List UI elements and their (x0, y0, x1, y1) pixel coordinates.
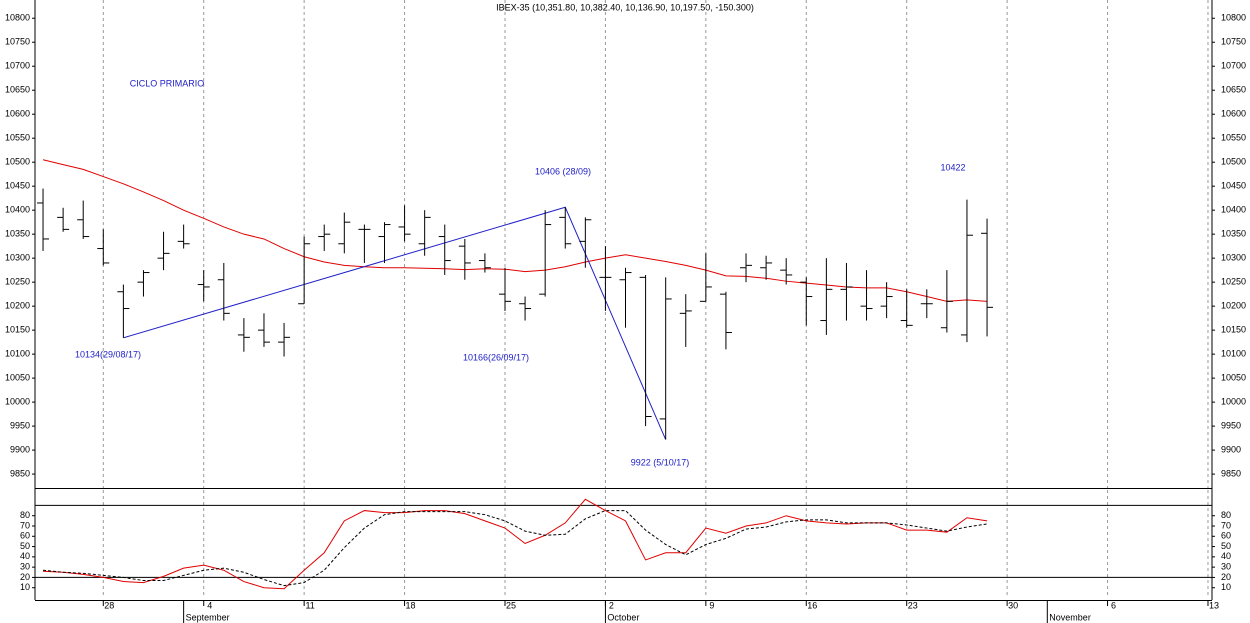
y-tick-label: 9850 (10, 468, 30, 478)
x-tick-label: 4 (207, 600, 212, 610)
x-tick-label: 25 (506, 600, 516, 610)
x-tick-label: 30 (1008, 600, 1018, 610)
x-tick-label: 16 (807, 600, 817, 610)
y-tick-label: 50 (20, 541, 30, 551)
y-tick-label: 10050 (5, 372, 30, 382)
y-tick-label: 20 (20, 572, 30, 582)
y-tick-label-right: 40 (1221, 551, 1231, 561)
month-label: September (186, 612, 230, 622)
y-tick-label-right: 50 (1221, 541, 1231, 551)
y-tick-label: 30 (20, 562, 30, 572)
y-tick-label-right: 10650 (1221, 85, 1246, 95)
y-tick-label: 70 (20, 520, 30, 530)
y-tick-label-right: 10400 (1221, 205, 1246, 215)
series-line (42, 510, 988, 587)
y-tick-label-right: 10050 (1221, 372, 1246, 382)
y-tick-label: 9900 (10, 444, 30, 454)
y-tick-label-right: 20 (1221, 572, 1231, 582)
annotation: CICLO PRIMARIO (130, 78, 205, 88)
y-tick-label-right: 9850 (1221, 468, 1241, 478)
x-tick-label: 28 (104, 600, 114, 610)
y-tick-label-right: 10200 (1221, 301, 1246, 311)
y-tick-label: 10550 (5, 133, 30, 143)
x-tick-label: 2 (609, 600, 614, 610)
y-tick-label-right: 10500 (1221, 157, 1246, 167)
chart-title: IBEX-35 (10,351.80, 10,382.40, 10,136.90… (496, 2, 754, 12)
y-tick-label-right: 80 (1221, 510, 1231, 520)
x-tick-label: 18 (406, 600, 416, 610)
y-tick-label-right: 10 (1221, 582, 1231, 592)
y-tick-label: 10150 (5, 325, 30, 335)
annotation: 10422 (940, 162, 965, 172)
y-tick-label-right: 10600 (1221, 109, 1246, 119)
y-tick-label-right: 10100 (1221, 348, 1246, 358)
y-tick-label: 80 (20, 510, 30, 520)
x-tick-label: 6 (1111, 600, 1116, 610)
y-tick-label-right: 10450 (1221, 181, 1246, 191)
y-tick-label: 10650 (5, 85, 30, 95)
y-tick-label: 10750 (5, 37, 30, 47)
x-tick-label: 13 (1209, 600, 1219, 610)
annotation: 9922 (5/10/17) (631, 457, 690, 467)
y-tick-label: 10000 (5, 396, 30, 406)
y-tick-label: 10 (20, 582, 30, 592)
y-tick-label-right: 10300 (1221, 253, 1246, 263)
x-tick-label: 23 (908, 600, 918, 610)
y-tick-label: 9950 (10, 420, 30, 430)
y-tick-label: 10400 (5, 205, 30, 215)
annotation: 10406 (28/09) (535, 166, 591, 176)
y-tick-label-right: 10000 (1221, 396, 1246, 406)
overlay-line (42, 159, 988, 302)
y-tick-label-right: 9900 (1221, 444, 1241, 454)
y-tick-label: 60 (20, 531, 30, 541)
y-tick-label: 10800 (5, 13, 30, 23)
month-label: October (607, 612, 639, 622)
x-tick-label: 9 (709, 600, 714, 610)
y-tick-label-right: 10550 (1221, 133, 1246, 143)
y-tick-label-right: 10250 (1221, 277, 1246, 287)
y-tick-label-right: 60 (1221, 531, 1231, 541)
annotation: 10166(26/09/17) (463, 352, 529, 362)
y-tick-label: 10700 (5, 61, 30, 71)
y-tick-label: 10250 (5, 277, 30, 287)
y-tick-label-right: 10750 (1221, 37, 1246, 47)
y-tick-label: 10300 (5, 253, 30, 263)
x-tick-label: 11 (305, 600, 314, 610)
series-line (43, 498, 988, 590)
y-tick-label: 40 (20, 551, 30, 561)
y-tick-label-right: 70 (1221, 520, 1231, 530)
y-tick-label-right: 10800 (1221, 13, 1246, 23)
y-tick-label: 10100 (5, 348, 30, 358)
y-tick-label-right: 10150 (1221, 325, 1246, 335)
y-tick-label-right: 30 (1221, 562, 1231, 572)
month-label: November (1049, 612, 1091, 622)
y-tick-label-right: 9950 (1221, 420, 1241, 430)
y-tick-label: 10500 (5, 157, 30, 167)
y-tick-label: 10350 (5, 229, 30, 239)
y-tick-label: 10600 (5, 109, 30, 119)
annotation: 10134(29/08/17) (75, 349, 141, 359)
y-tick-label: 10200 (5, 301, 30, 311)
y-tick-label: 10450 (5, 181, 30, 191)
y-tick-label-right: 10350 (1221, 229, 1246, 239)
y-tick-label-right: 10700 (1221, 61, 1246, 71)
